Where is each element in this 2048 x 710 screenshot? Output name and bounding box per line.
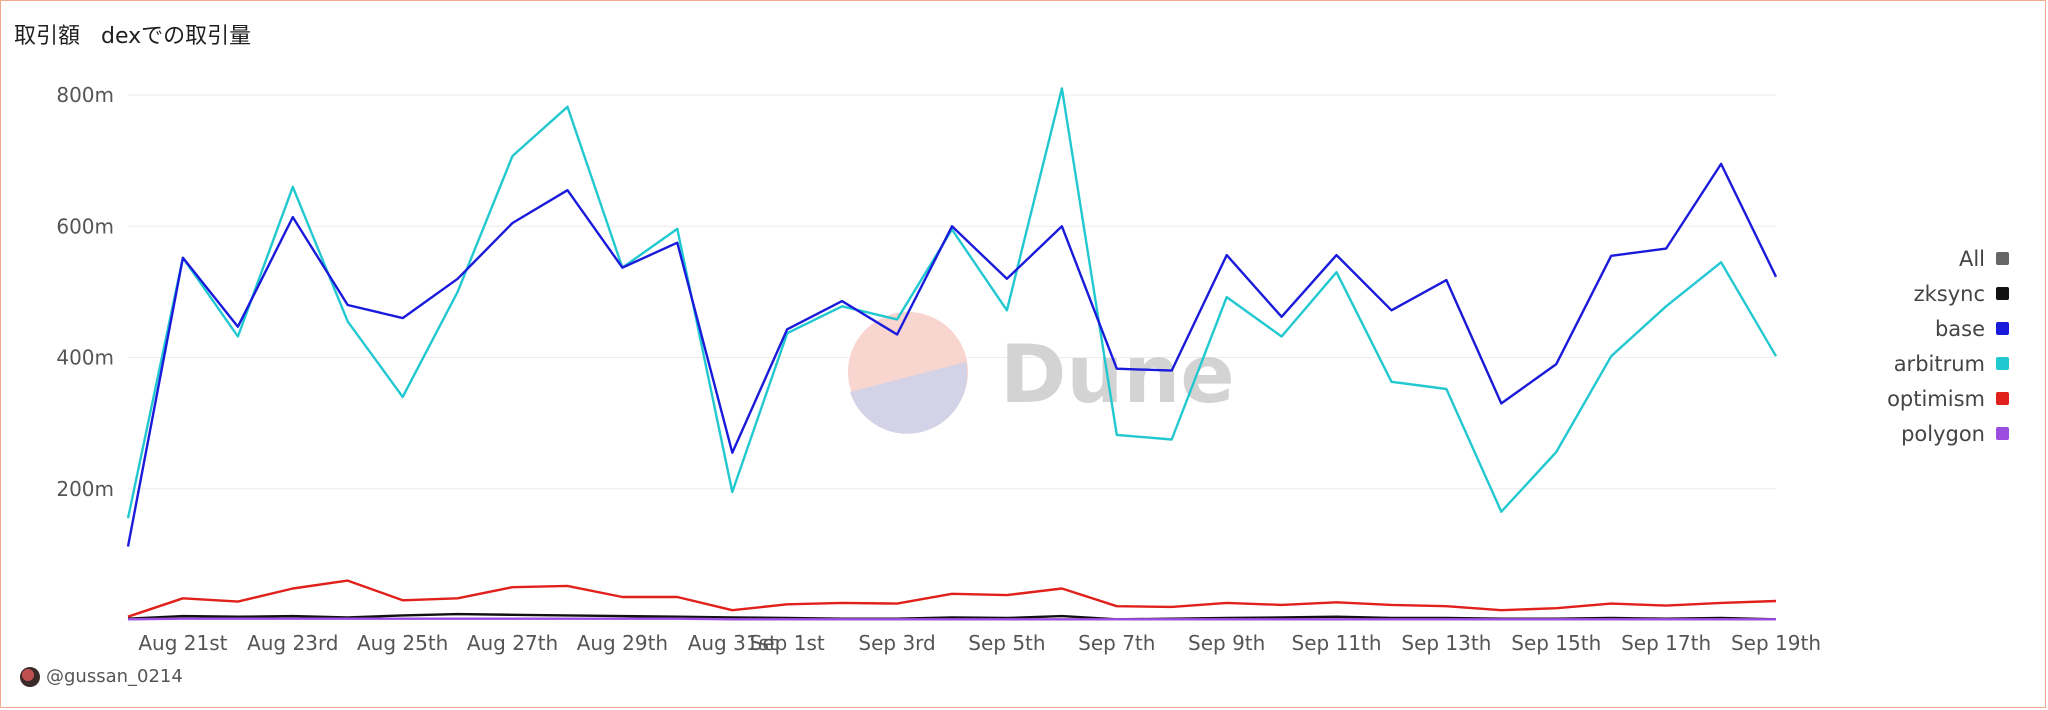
legend-swatch: [1996, 252, 2009, 265]
author-attribution[interactable]: @gussan_0214: [20, 666, 183, 687]
legend-label: polygon: [1901, 422, 1985, 446]
avatar: [20, 666, 40, 687]
legend[interactable]: All zksync base arbitrum optimism polygon: [1887, 247, 2009, 446]
legend-label: zksync: [1914, 282, 1985, 306]
legend-swatch: [1996, 287, 2009, 300]
dune-watermark: Dune: [848, 312, 1235, 434]
series-line-base[interactable]: [126, 162, 1778, 547]
y-axis-ticks: 200m 400m 600m 800m: [56, 83, 114, 501]
legend-item-base[interactable]: base: [1935, 317, 2009, 341]
x-tick-label: Aug 29th: [577, 631, 668, 655]
x-tick-label: Aug 27th: [467, 631, 558, 655]
y-tick-label: 600m: [56, 214, 114, 238]
x-tick-label: Aug 25th: [357, 631, 448, 655]
y-tick-label: 200m: [56, 477, 114, 501]
series-line-polygon[interactable]: [127, 617, 1776, 621]
legend-swatch: [1996, 357, 2009, 370]
x-axis-ticks: Aug 21st Aug 23rd Aug 25th Aug 27th Aug 29th…: [138, 631, 1821, 655]
legend-item-zksync[interactable]: zksync: [1914, 282, 2009, 306]
x-tick-label: Sep 17th: [1621, 631, 1711, 655]
series-lines: [126, 87, 1778, 621]
legend-label: arbitrum: [1894, 352, 1985, 376]
x-tick-label: Sep 15th: [1511, 631, 1601, 655]
series-line-arbitrum[interactable]: [126, 87, 1778, 519]
legend-item-optimism[interactable]: optimism: [1887, 387, 2009, 411]
legend-item-polygon[interactable]: polygon: [1901, 422, 2009, 446]
legend-label: optimism: [1887, 387, 1985, 411]
x-tick-label: Sep 9th: [1188, 631, 1265, 655]
legend-swatch: [1996, 392, 2009, 405]
x-tick-label: Sep 1st: [750, 631, 825, 655]
series-line-optimism[interactable]: [127, 579, 1777, 618]
watermark-circle-bottom: [850, 362, 968, 434]
y-tick-label: 400m: [56, 346, 114, 370]
y-tick-label: 800m: [56, 83, 114, 107]
legend-swatch: [1996, 427, 2009, 440]
author-handle: @gussan_0214: [46, 666, 183, 687]
x-tick-label: Sep 5th: [968, 631, 1045, 655]
x-tick-label: Aug 31st: [688, 631, 777, 655]
x-tick-label: Aug 23rd: [247, 631, 338, 655]
chart-title: 取引額 dexでの取引量: [14, 24, 252, 49]
legend-label: All: [1959, 247, 1985, 271]
x-tick-label: Sep 7th: [1078, 631, 1155, 655]
x-tick-label: Sep 3rd: [858, 631, 935, 655]
legend-item-arbitrum[interactable]: arbitrum: [1894, 352, 2009, 376]
legend-label: base: [1935, 317, 1985, 341]
x-tick-label: Sep 11th: [1292, 631, 1382, 655]
watermark-text: Dune: [1000, 328, 1235, 421]
x-tick-label: Sep 19th: [1731, 631, 1821, 655]
x-tick-label: Sep 13th: [1401, 631, 1491, 655]
legend-swatch: [1996, 322, 2009, 335]
x-tick-label: Aug 21st: [138, 631, 227, 655]
legend-item-All[interactable]: All: [1959, 247, 2009, 271]
gridlines: [128, 94, 1776, 490]
